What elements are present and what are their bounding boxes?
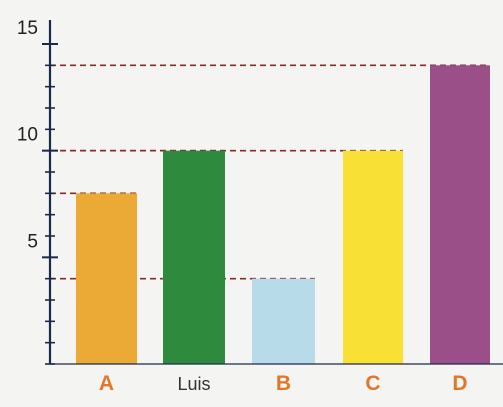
y-tick-label-5: 5 xyxy=(27,231,38,252)
y-axis xyxy=(42,20,503,365)
x-category-label-a: A xyxy=(99,372,114,395)
y-tick-label-15: 15 xyxy=(17,18,38,39)
x-category-label-c: C xyxy=(365,372,380,395)
y-tick-label-10: 10 xyxy=(17,125,38,146)
bar-b xyxy=(252,278,315,364)
bar-a xyxy=(76,193,137,364)
x-category-labels: A Luis B C D xyxy=(99,372,468,395)
bar-luis xyxy=(163,150,225,364)
x-category-label-b: B xyxy=(276,372,291,395)
y-tick-labels: 5 10 15 xyxy=(17,18,38,252)
bars xyxy=(76,65,490,364)
x-category-label-luis: Luis xyxy=(177,374,210,394)
bar-d xyxy=(430,65,490,364)
x-category-label-d: D xyxy=(452,372,467,395)
bar-c xyxy=(343,150,403,364)
